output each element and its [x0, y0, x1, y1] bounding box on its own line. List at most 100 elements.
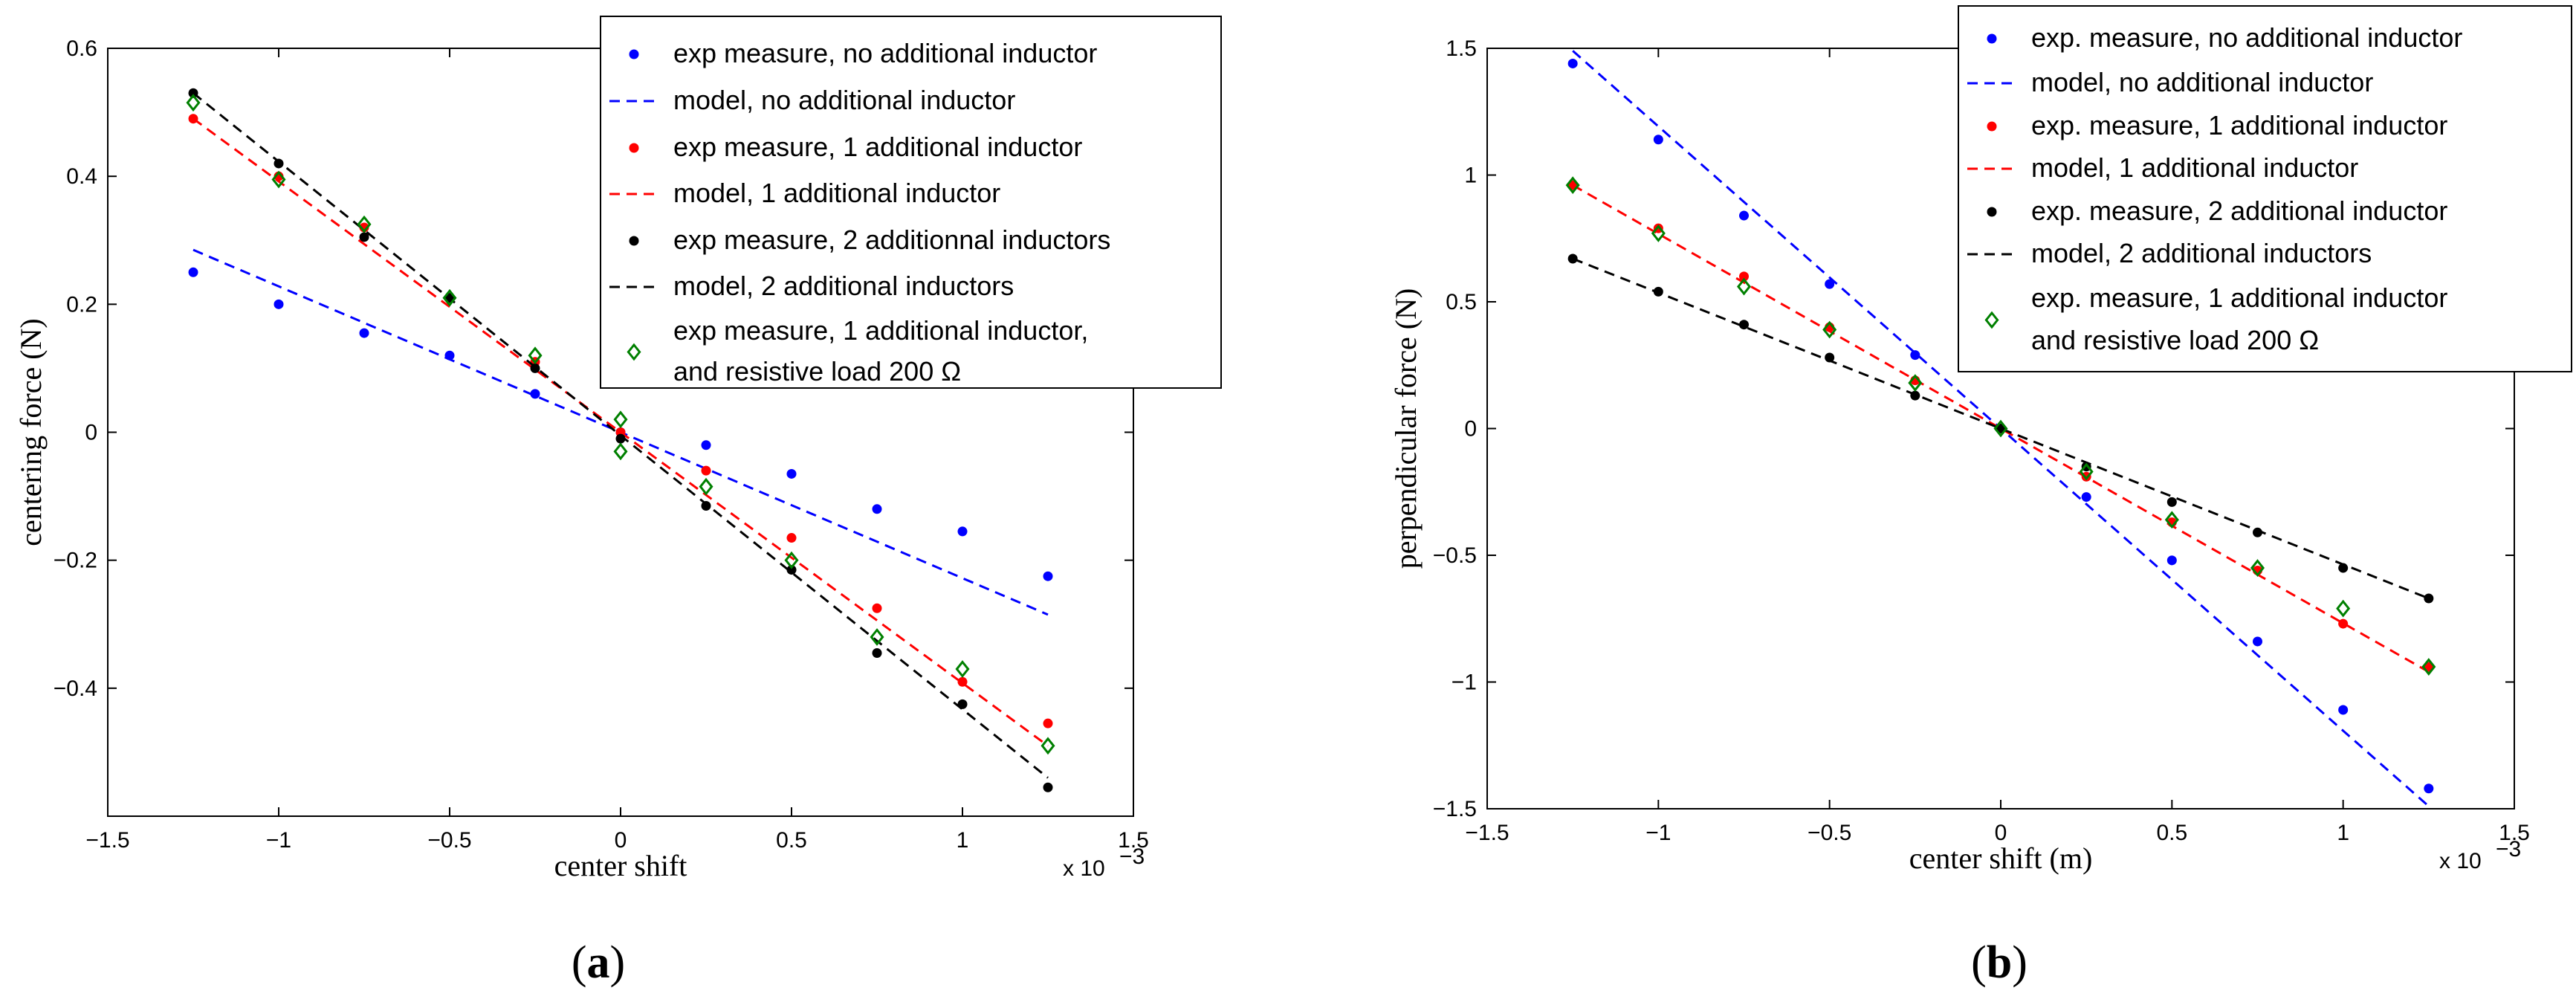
x-tick-label: 1	[957, 828, 969, 853]
legend-marker-series-0	[1987, 33, 1997, 44]
legend-label: model, 1 additional inductor	[2031, 152, 2358, 183]
legend-label: exp. measure, 2 additional inductor	[2031, 195, 2447, 226]
diamond-point-series-6	[1822, 320, 1837, 339]
diamond-point-series-6	[1736, 277, 1752, 296]
data-point-series-0	[2253, 636, 2262, 647]
legend-label: exp. measure, 1 additional inductor	[2031, 282, 2447, 313]
diamond-point-series-6	[2336, 599, 2351, 618]
panel-a: −1.5 −1 −0.5 0 0.5 1 1.5 −0.4 −0.2 0 0.2 0.4 0.6 cent…	[14, 16, 1222, 988]
x-tick-label: 1.5	[2499, 821, 2530, 845]
data-point-series-4	[701, 500, 711, 511]
legend-label: exp measure, no additional inductor	[673, 38, 1097, 68]
data-point-series-2	[872, 603, 882, 613]
data-point-series-0	[1910, 350, 1920, 361]
data-point-series-0	[2424, 783, 2434, 794]
y-tick-label: 0.4	[66, 164, 97, 189]
diamond-point-series-6	[870, 628, 884, 646]
x-tick-label: 0.5	[776, 828, 807, 853]
legend-marker-series-6	[627, 343, 641, 361]
data-point-series-2	[786, 533, 797, 543]
data-point-series-0	[1567, 58, 1578, 68]
legend-label: exp measure, 1 additional inductor	[673, 132, 1082, 162]
x-tick-label: 1.5	[1118, 828, 1149, 853]
diamond-point-series-6	[699, 477, 713, 496]
legend-label: exp. measure, no additional inductor	[2031, 22, 2462, 53]
data-point-series-0	[2338, 705, 2349, 715]
data-point-series-0	[1043, 571, 1053, 581]
diamond-point-series-6	[1651, 224, 1666, 242]
legend-label: model, 1 additional inductor	[673, 178, 1000, 208]
x-multiplier-exponent: −3	[1119, 844, 1145, 869]
diamond-point-series-6	[271, 170, 286, 189]
data-point-series-0	[1825, 279, 1835, 289]
data-point-series-4	[2166, 497, 2177, 507]
y-tick-label: 0.2	[66, 292, 97, 317]
data-point-series-4	[1043, 782, 1053, 792]
diamond-point-series-6	[2421, 658, 2436, 676]
legend-marker-series-6	[1984, 311, 1999, 329]
legend-marker-series-4	[629, 236, 639, 246]
y-tick-label: 0.6	[66, 36, 97, 61]
data-point-series-4	[2338, 563, 2349, 573]
legend-label: exp measure, 1 additional inductor,	[673, 315, 1088, 346]
data-point-series-0	[530, 389, 540, 399]
data-point-series-4	[274, 158, 284, 169]
x-tick-label: 0	[1995, 821, 2007, 845]
diamond-point-series-6	[1993, 419, 2008, 438]
y-tick-label: −0.2	[54, 549, 97, 573]
diamond-point-series-6	[1908, 374, 1923, 392]
y-tick-label: −1.5	[1433, 797, 1477, 821]
diamond-point-series-6	[442, 288, 457, 307]
diamond-point-series-6	[1041, 737, 1055, 755]
diamond-point-series-6	[1565, 176, 1580, 195]
legend-label: model, 2 additional inductors	[673, 271, 1014, 301]
data-point-series-0	[701, 440, 711, 450]
y-axis-label: centering force (N)	[14, 318, 48, 546]
diamond-point-series-6	[955, 660, 970, 678]
diamond-point-series-6	[357, 215, 372, 233]
legend-box	[1958, 5, 2572, 372]
diamond-point-series-6	[2250, 559, 2265, 577]
x-tick-label: −1	[1645, 821, 1671, 845]
data-point-series-2	[1739, 271, 1749, 282]
data-point-series-4	[359, 232, 369, 242]
panel-caption: (b)	[1971, 937, 2028, 988]
diamond-point-series-6	[528, 346, 543, 365]
legend-marker-series-2	[629, 143, 639, 153]
data-point-series-4	[872, 647, 882, 658]
diamond-point-series-6	[613, 442, 628, 461]
diamond-point-series-6	[2079, 462, 2094, 481]
data-point-series-4	[2253, 527, 2262, 537]
legend-marker-series-2	[1987, 121, 1997, 132]
x-multiplier: x 10	[2439, 849, 2482, 873]
x-tick-label: 1	[2337, 821, 2349, 845]
data-point-series-2	[701, 465, 711, 476]
y-tick-label: −1	[1452, 670, 1477, 695]
legend-label: model, 2 additional inductors	[2031, 238, 2372, 268]
legend-label: exp measure, 2 additionnal inductors	[673, 224, 1110, 255]
data-point-series-0	[188, 267, 198, 277]
y-tick-label: −0.5	[1433, 543, 1477, 568]
model-line-series-3	[1572, 184, 2430, 673]
y-tick-label: 1	[1464, 164, 1477, 188]
diamond-point-series-6	[186, 94, 201, 112]
data-point-series-0	[2166, 555, 2177, 566]
y-tick-label: 0.5	[1446, 290, 1477, 314]
legend-marker-series-4	[1987, 207, 1997, 217]
data-point-series-2	[957, 676, 968, 687]
model-line-series-3	[192, 117, 1049, 747]
x-tick-label: 0	[615, 828, 627, 853]
legend: exp. measure, no additional inductor mode…	[1958, 5, 2572, 372]
y-tick-label: −0.4	[54, 676, 97, 701]
x-tick-label: −0.5	[1808, 821, 1851, 845]
legend-marker-series-0	[629, 49, 639, 59]
panel-b: −1.5 −1 −0.5 0 0.5 1 1.5 −1.5 −1 −0.5 0 0.5 1 1.5 cent…	[1389, 5, 2572, 988]
legend-label: model, no additional inductor	[2031, 67, 2373, 97]
data-point-series-0	[872, 504, 882, 514]
x-tick-label: −1.5	[85, 828, 129, 853]
legend-box	[600, 16, 1222, 389]
x-tick-label: 0.5	[2156, 821, 2187, 845]
data-point-series-4	[1739, 320, 1749, 330]
model-line-series-5	[192, 92, 1049, 779]
y-tick-label: 1.5	[1446, 36, 1477, 61]
